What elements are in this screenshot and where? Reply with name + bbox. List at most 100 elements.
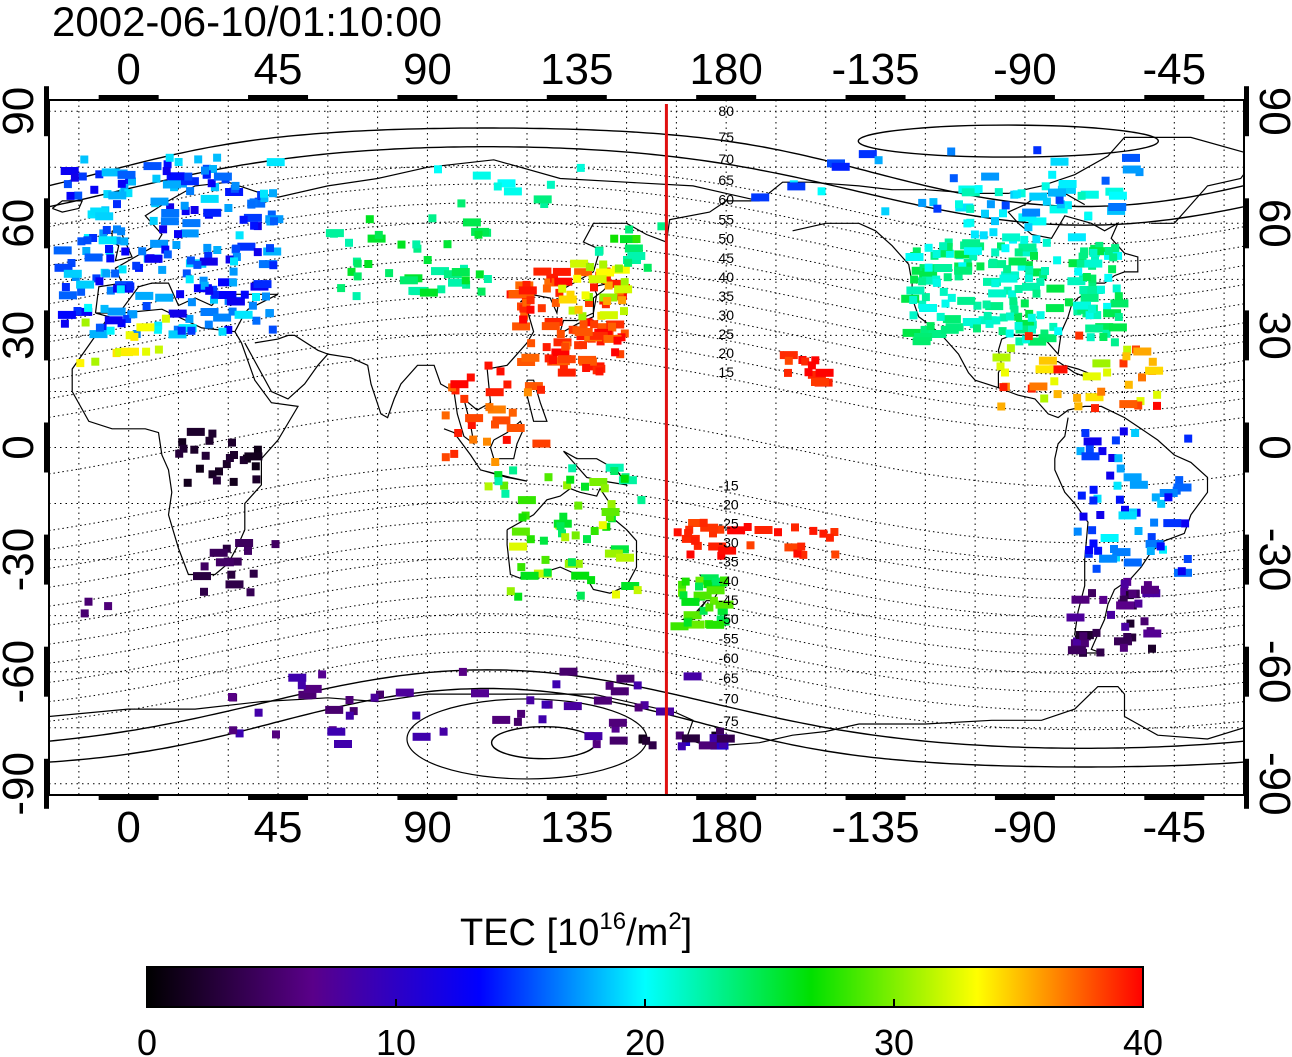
contour-label: 60 [718,192,734,208]
top-longitude-tick-label: -90 [993,45,1057,94]
tec-point [1032,289,1041,298]
magnetic-contour-line [49,575,1244,656]
tec-point [625,225,634,234]
tec-point [571,571,590,580]
tec-point [576,163,585,172]
tec-point [213,172,232,181]
tec-point [552,267,571,276]
tec-point [153,325,162,334]
tec-point [1015,337,1024,346]
tec-point [448,278,466,287]
tec-point [1009,297,1018,306]
tec-point [576,332,585,341]
tec-point [542,343,551,352]
tec-point [546,180,555,189]
left-latitude-tick-label: 60 [0,199,43,248]
tec-point [817,187,826,196]
tec-point [910,275,919,284]
tec-point [570,259,589,268]
tec-point [483,437,491,446]
tec-point [1104,247,1113,255]
tec-point [297,681,306,690]
tec-point [226,297,245,306]
tec-point [462,280,471,289]
tec-point [181,207,190,216]
tec-point [190,445,199,454]
colorbar-tick-label: 40 [1123,1022,1163,1057]
tec-point [1038,334,1057,343]
tec-point [218,327,227,336]
tec-point [620,474,629,483]
magnetic-contour-line [49,594,1244,675]
tec-point [1184,434,1193,443]
tec-point [954,250,973,259]
tec-point [955,200,963,209]
tec-point [1081,429,1090,437]
tec-point [77,287,86,296]
tec-point [943,273,952,282]
tec-point [260,194,269,203]
tec-point [1151,493,1160,502]
tec-point [779,351,798,360]
tec-point [345,238,353,247]
tec-point [209,165,217,173]
tec-point [443,240,452,249]
tec-point [1121,505,1129,514]
tec-point [563,481,572,490]
tec-point [1024,223,1033,232]
tec-point [228,438,236,447]
tec-point [200,308,219,316]
tec-point [260,189,268,198]
tec-point [982,300,991,309]
tec-data-points [53,146,1193,751]
tec-point [178,438,187,447]
tec-point [423,256,432,264]
tec-point [370,693,379,702]
top-longitude-tick-label: 90 [403,45,452,94]
tec-point [1100,534,1119,542]
tec-point [1092,628,1101,637]
magnetic-contour-line [49,538,1244,618]
tec-point [1032,235,1041,244]
tec-point [601,508,620,516]
tec-point [1119,359,1128,368]
tec-point [633,586,642,595]
tec-point [1123,633,1132,641]
contour-label: 30 [718,307,734,323]
contour-label: 45 [718,250,734,266]
tec-point [120,237,129,246]
tec-point [784,543,803,552]
tec-point [1024,332,1033,341]
tec-point [1029,382,1048,391]
tec-point [100,304,109,313]
tec-point [347,267,356,276]
tec-point [811,356,820,365]
tec-point [78,172,87,181]
tec-point [1118,511,1137,520]
tec-point [1097,285,1105,294]
tec-point [1001,201,1010,210]
tec-point [213,246,222,254]
tec-point [1003,286,1012,295]
tec-point [1009,301,1018,310]
tec-point [1110,545,1118,553]
tec-point [598,521,607,530]
tec-point [180,177,199,186]
tec-point [1134,401,1143,410]
tec-point [266,244,274,253]
tec-point [1122,165,1141,174]
tec-point [1089,539,1098,548]
tec-point [911,266,920,275]
tec-point [567,558,576,567]
tec-point [1124,380,1133,389]
tec-point [1010,305,1019,314]
tec-point [1122,153,1140,162]
tec-point [574,341,583,350]
frame-bar-top [994,95,1055,100]
tec-point [1049,205,1068,214]
tec-point [1025,268,1044,277]
tec-point [113,200,121,209]
tec-point [514,592,523,601]
tec-point [195,464,204,473]
tec-point [568,306,577,315]
